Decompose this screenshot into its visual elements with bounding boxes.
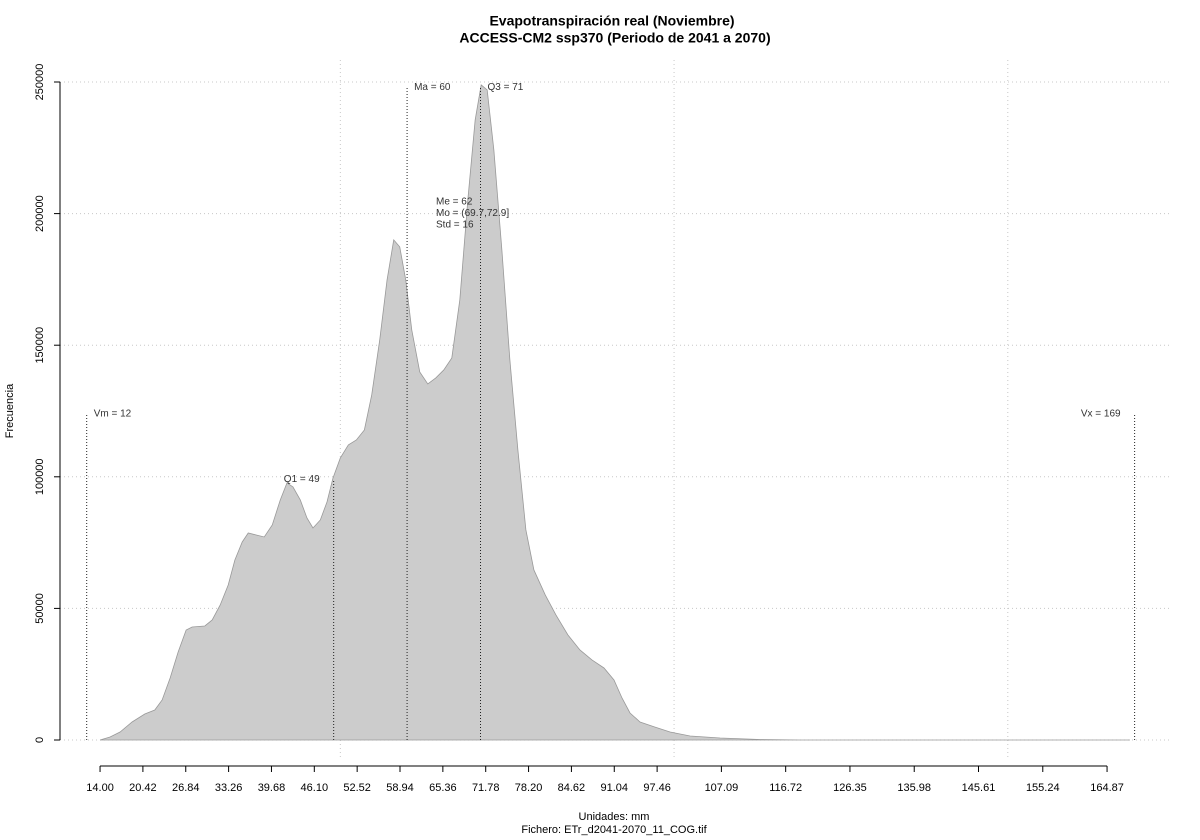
- x-tick-label: 71.78: [472, 782, 500, 794]
- x-tick-label: 155.24: [1026, 782, 1060, 794]
- marker-label: Q1 = 49: [284, 474, 320, 485]
- x-axis-label: Unidades: mm: [579, 811, 650, 823]
- x-tick-label: 78.20: [515, 782, 543, 794]
- y-tick-label: 0: [34, 737, 46, 743]
- stat-label: Me = 62: [436, 197, 473, 208]
- y-tick-label: 250000: [34, 64, 46, 101]
- y-tick-label: 100000: [34, 458, 46, 495]
- x-tick-label: 91.04: [601, 782, 629, 794]
- x-tick-label: 14.00: [86, 782, 114, 794]
- x-tick-label: 97.46: [643, 782, 671, 794]
- file-label: Fichero: ETr_d2041-2070_11_COG.tif: [521, 824, 707, 836]
- marker-label: Ma = 60: [414, 82, 451, 93]
- x-tick-label: 26.84: [172, 782, 200, 794]
- y-axis-label: Frecuencia: [4, 383, 16, 438]
- x-tick-label: 116.72: [769, 782, 802, 794]
- chart-subtitle: ACCESS-CM2 ssp370 (Periodo de 2041 a 207…: [459, 30, 770, 46]
- x-tick-label: 33.26: [215, 782, 243, 794]
- x-tick-label: 65.36: [429, 782, 457, 794]
- x-tick-label: 39.68: [258, 782, 286, 794]
- y-tick-label: 50000: [34, 593, 46, 624]
- chart-title: Evapotranspiración real (Noviembre): [489, 13, 734, 29]
- x-tick-label: 145.61: [962, 782, 996, 794]
- density-area: [99, 84, 1130, 741]
- x-tick-label: 126.35: [833, 782, 867, 794]
- x-tick-label: 107.09: [705, 782, 739, 794]
- x-tick-label: 52.52: [343, 782, 371, 794]
- marker-label: Vm = 12: [94, 408, 132, 419]
- x-tick-label: 20.42: [129, 782, 157, 794]
- x-tick-label: 164.87: [1090, 782, 1124, 794]
- y-tick-label: 150000: [34, 327, 46, 364]
- x-tick-label: 135.98: [897, 782, 931, 794]
- marker-label: Q3 = 71: [488, 82, 524, 93]
- stat-label: Std = 16: [436, 220, 474, 231]
- x-tick-label: 84.62: [558, 782, 586, 794]
- marker-label: Vx = 169: [1081, 408, 1121, 419]
- x-tick-label: 58.94: [386, 782, 414, 794]
- y-tick-label: 200000: [34, 195, 46, 232]
- x-tick-label: 46.10: [301, 782, 329, 794]
- stat-label: Mo = (69.7,72.9]: [436, 208, 509, 219]
